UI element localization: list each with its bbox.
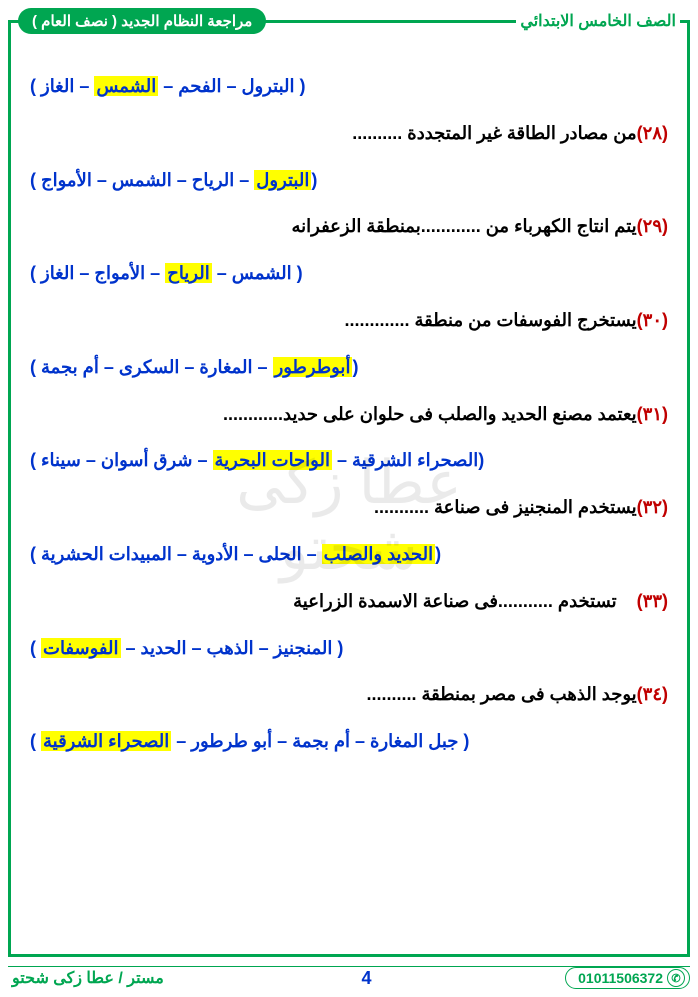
question-number: (٢٩): [637, 216, 668, 236]
question-text: يستخرج الفوسفات من منطقة .............: [345, 310, 637, 330]
option-text: – المغارة – السكرى – أم بجمة ): [30, 357, 273, 377]
question-line: (٣٤)يوجد الذهب فى مصر بمنطقة ..........: [30, 680, 668, 709]
review-badge: مراجعة النظام الجديد ( نصف العام ): [18, 8, 266, 34]
options-line: (أبوطرطور – المغارة – السكرى – أم بجمة ): [30, 353, 668, 382]
option-text: – الرياح – الشمس – الأمواج ): [30, 170, 254, 190]
phone-label: ✆ 01011506372: [565, 967, 690, 989]
author-label: مستر / عطا زكى شحتو: [8, 968, 168, 988]
option-text: (: [311, 170, 317, 190]
page: الصف الخامس الابتدائي مراجعة النظام الجد…: [0, 0, 698, 997]
question-number: (٣٢): [637, 497, 668, 517]
options-line: (الصحراء الشرقية – الواحات البحرية – شرق…: [30, 446, 668, 475]
highlighted-answer: الشمس: [94, 76, 158, 96]
phone-icon: ✆: [667, 969, 685, 987]
highlighted-answer: الصحراء الشرقية: [41, 731, 171, 751]
options-line: ( المنجنيز – الذهب – الحديد – الفوسفات ): [30, 634, 668, 663]
question-line: (٣٣) تستخدم ...........فى صناعة الاسمدة …: [30, 587, 668, 616]
question-text: تستخدم ...........فى صناعة الاسمدة الزرا…: [293, 591, 637, 611]
question-number: (٣٠): [637, 310, 668, 330]
footer: ✆ 01011506372 4 مستر / عطا زكى شحتو: [8, 967, 690, 989]
option-text: – شرق أسوان – سيناء ): [30, 450, 213, 470]
option-text: ): [30, 638, 41, 658]
option-text: (: [352, 357, 358, 377]
question-text: يوجد الذهب فى مصر بمنطقة ..........: [366, 684, 636, 704]
option-text: ( جبل المغارة – أم بجمة – أبو طرطور –: [171, 731, 469, 751]
content-area: ( البترول – الفحم – الشمس – الغاز ) (٢٨)م…: [8, 54, 690, 784]
header: الصف الخامس الابتدائي مراجعة النظام الجد…: [8, 8, 690, 34]
option-text: ( البترول – الفحم –: [158, 76, 305, 96]
option-text: ( الشمس –: [212, 263, 303, 283]
options-line: (البترول – الرياح – الشمس – الأمواج ): [30, 166, 668, 195]
question-line: (٣٠)يستخرج الفوسفات من منطقة ...........…: [30, 306, 668, 335]
highlighted-answer: الواحات البحرية: [213, 450, 332, 470]
option-text: ( المنجنيز – الذهب – الحديد –: [121, 638, 344, 658]
options-line: (الحديد والصلب – الحلى – الأدوية – المبي…: [30, 540, 668, 569]
question-text: من مصادر الطاقة غير المتجددة ..........: [352, 123, 636, 143]
question-number: (٣١): [637, 404, 668, 424]
options-line: ( جبل المغارة – أم بجمة – أبو طرطور – ال…: [30, 727, 668, 756]
options-line: ( البترول – الفحم – الشمس – الغاز ): [30, 72, 668, 101]
option-text: (: [435, 544, 441, 564]
question-text: يتم انتاج الكهرباء من ............بمنطقة…: [291, 216, 636, 236]
highlighted-answer: الرياح: [165, 263, 212, 283]
phone-number: 01011506372: [578, 970, 663, 986]
question-line: (٣١)يعتمد مصنع الحديد والصلب فى حلوان عل…: [30, 400, 668, 429]
highlighted-answer: الفوسفات: [41, 638, 121, 658]
highlighted-answer: البترول: [254, 170, 311, 190]
question-line: (٣٢)يستخدم المنجنيز فى صناعة ...........: [30, 493, 668, 522]
question-line: (٢٨)من مصادر الطاقة غير المتجددة .......…: [30, 119, 668, 148]
page-number: 4: [355, 968, 377, 989]
question-number: (٣٣): [637, 591, 668, 611]
question-text: يعتمد مصنع الحديد والصلب فى حلوان على حد…: [223, 404, 637, 424]
option-text: – الغاز ): [30, 76, 94, 96]
option-text: ): [30, 731, 41, 751]
grade-label: الصف الخامس الابتدائي: [516, 11, 680, 31]
question-line: (٢٩)يتم انتاج الكهرباء من ............بم…: [30, 212, 668, 241]
highlighted-answer: أبوطرطور: [273, 357, 353, 377]
question-number: (٣٤): [637, 684, 668, 704]
option-text: (الصحراء الشرقية –: [332, 450, 484, 470]
question-number: (٢٨): [637, 123, 668, 143]
highlighted-answer: الحديد والصلب: [322, 544, 435, 564]
option-text: – الحلى – الأدوية – المبيدات الحشرية ): [30, 544, 322, 564]
options-line: ( الشمس – الرياح – الأمواج – الغاز ): [30, 259, 668, 288]
option-text: – الأمواج – الغاز ): [30, 263, 165, 283]
question-text: يستخدم المنجنيز فى صناعة ...........: [374, 497, 637, 517]
